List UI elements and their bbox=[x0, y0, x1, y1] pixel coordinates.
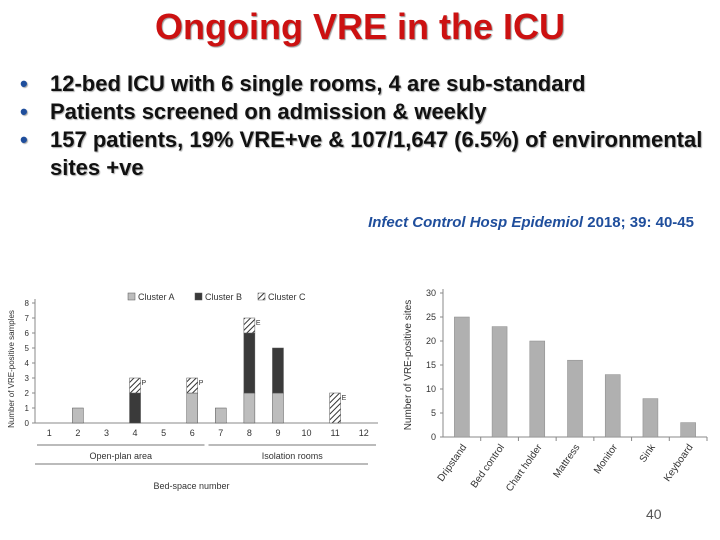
x-tick-label: 2 bbox=[75, 428, 80, 438]
x-tick-label: Keyboard bbox=[662, 442, 696, 483]
bar-segment bbox=[186, 377, 198, 394]
y-tick-label: 15 bbox=[426, 360, 436, 370]
bed-space-chart: 0 1 2 3 4 5 6 7 8 Number of VRE-positive samples C… bbox=[0, 285, 385, 505]
x-tick-label: Dripstand bbox=[436, 442, 470, 483]
bullet-list: • 12-bed ICU with 6 single rooms, 4 are … bbox=[20, 70, 710, 182]
x-tick-label: 8 bbox=[247, 428, 252, 438]
bar-segment bbox=[243, 317, 256, 334]
bar bbox=[604, 374, 621, 438]
bullet-item: • 157 patients, 19% VRE+ve & 107/1,647 (… bbox=[20, 126, 710, 182]
y-tick-label: 4 bbox=[25, 359, 30, 368]
legend-label: Cluster C bbox=[268, 292, 306, 302]
site-type-chart: 0 5 10 15 20 25 30 Number of VRE-positive sites… bbox=[395, 283, 715, 508]
bar bbox=[454, 316, 470, 438]
bullet-text: 157 patients, 19% VRE+ve & 107/1,647 (6.… bbox=[50, 127, 703, 180]
y-tick-label: 5 bbox=[431, 408, 436, 418]
y-axis-title: Number of VRE-positive sites bbox=[403, 300, 414, 431]
bar-segment bbox=[329, 392, 341, 424]
citation-details: 2018; 39: 40-45 bbox=[583, 214, 694, 231]
legend-swatch bbox=[257, 292, 266, 301]
x-tick-label: 1 bbox=[47, 428, 52, 438]
bar bbox=[491, 326, 508, 438]
x-tick-label: Monitor bbox=[592, 442, 621, 476]
bar-annotation: P bbox=[142, 380, 147, 387]
bar-segment bbox=[72, 407, 84, 424]
bar-segment bbox=[129, 377, 141, 394]
x-tick-label: 5 bbox=[161, 428, 166, 438]
bullet-marker-icon: • bbox=[20, 71, 28, 96]
bullet-item: • Patients screened on admission & weekl… bbox=[20, 98, 710, 126]
x-tick-label: Bed control bbox=[469, 442, 507, 490]
y-tick-label: 0 bbox=[25, 419, 30, 428]
y-tick-label: 20 bbox=[426, 336, 436, 346]
citation: Infect Control Hosp Epidemiol 2018; 39: … bbox=[368, 214, 694, 231]
x-tick-label: Chart holder bbox=[504, 442, 545, 494]
citation-journal: Infect Control Hosp Epidemiol bbox=[368, 214, 584, 231]
bar-segment bbox=[129, 392, 141, 424]
bar-segment bbox=[186, 392, 198, 424]
x-tick-label: 4 bbox=[133, 428, 138, 438]
y-tick-label: 10 bbox=[426, 384, 436, 394]
y-tick-label: 8 bbox=[25, 299, 30, 308]
bullet-item: • 12-bed ICU with 6 single rooms, 4 are … bbox=[20, 70, 710, 98]
legend-swatch bbox=[194, 292, 203, 301]
bar-annotation: E bbox=[342, 395, 347, 402]
bullet-text: 12-bed ICU with 6 single rooms, 4 are su… bbox=[50, 71, 586, 96]
legend-label: Cluster A bbox=[138, 292, 175, 302]
x-axis-title: Bed-space number bbox=[153, 481, 229, 491]
x-tick-label: Mattress bbox=[551, 442, 582, 480]
x-tick-label: Sink bbox=[638, 442, 659, 465]
group-label: Open-plan area bbox=[89, 451, 152, 461]
site-type-chart-svg: 0 5 10 15 20 25 30 Number of VRE-positive sites… bbox=[403, 288, 708, 494]
x-tick-label: 3 bbox=[104, 428, 109, 438]
y-tick-label: 6 bbox=[25, 329, 30, 338]
bullet-text: Patients screened on admission & weekly bbox=[50, 99, 487, 124]
bar-segment bbox=[272, 392, 284, 424]
page-number: 40 bbox=[646, 506, 662, 522]
y-axis-title: Number of VRE-positive samples bbox=[7, 310, 16, 428]
y-tick-label: 5 bbox=[25, 344, 30, 353]
x-tick-label: 9 bbox=[275, 428, 280, 438]
bar bbox=[529, 340, 546, 438]
bar bbox=[567, 359, 583, 438]
bullet-marker-icon: • bbox=[20, 127, 28, 152]
y-tick-label: 30 bbox=[426, 288, 436, 298]
y-tick-label: 3 bbox=[25, 374, 30, 383]
legend-label: Cluster B bbox=[205, 292, 242, 302]
bar-segment bbox=[272, 347, 284, 394]
group-label: Isolation rooms bbox=[262, 451, 324, 461]
legend-swatch bbox=[127, 292, 136, 301]
x-tick-label: 11 bbox=[330, 428, 339, 438]
x-tick-label: 12 bbox=[359, 428, 369, 438]
bar-segment bbox=[215, 407, 227, 424]
y-tick-label: 7 bbox=[25, 314, 30, 323]
y-tick-label: 0 bbox=[431, 432, 436, 442]
bar-annotation: E bbox=[256, 320, 261, 327]
y-tick-label: 1 bbox=[25, 404, 30, 413]
bar bbox=[642, 398, 659, 438]
bar-segment bbox=[243, 392, 256, 424]
x-tick-label: 10 bbox=[302, 428, 312, 438]
x-tick-label: 7 bbox=[218, 428, 223, 438]
bullet-marker-icon: • bbox=[20, 99, 28, 124]
slide-title: Ongoing VRE in the ICU bbox=[155, 6, 565, 47]
bar-segment bbox=[243, 332, 256, 394]
bar-annotation: P bbox=[199, 380, 204, 387]
x-tick-label: 6 bbox=[190, 428, 195, 438]
bar bbox=[680, 422, 696, 438]
y-tick-label: 2 bbox=[25, 389, 30, 398]
y-tick-label: 25 bbox=[426, 312, 436, 322]
